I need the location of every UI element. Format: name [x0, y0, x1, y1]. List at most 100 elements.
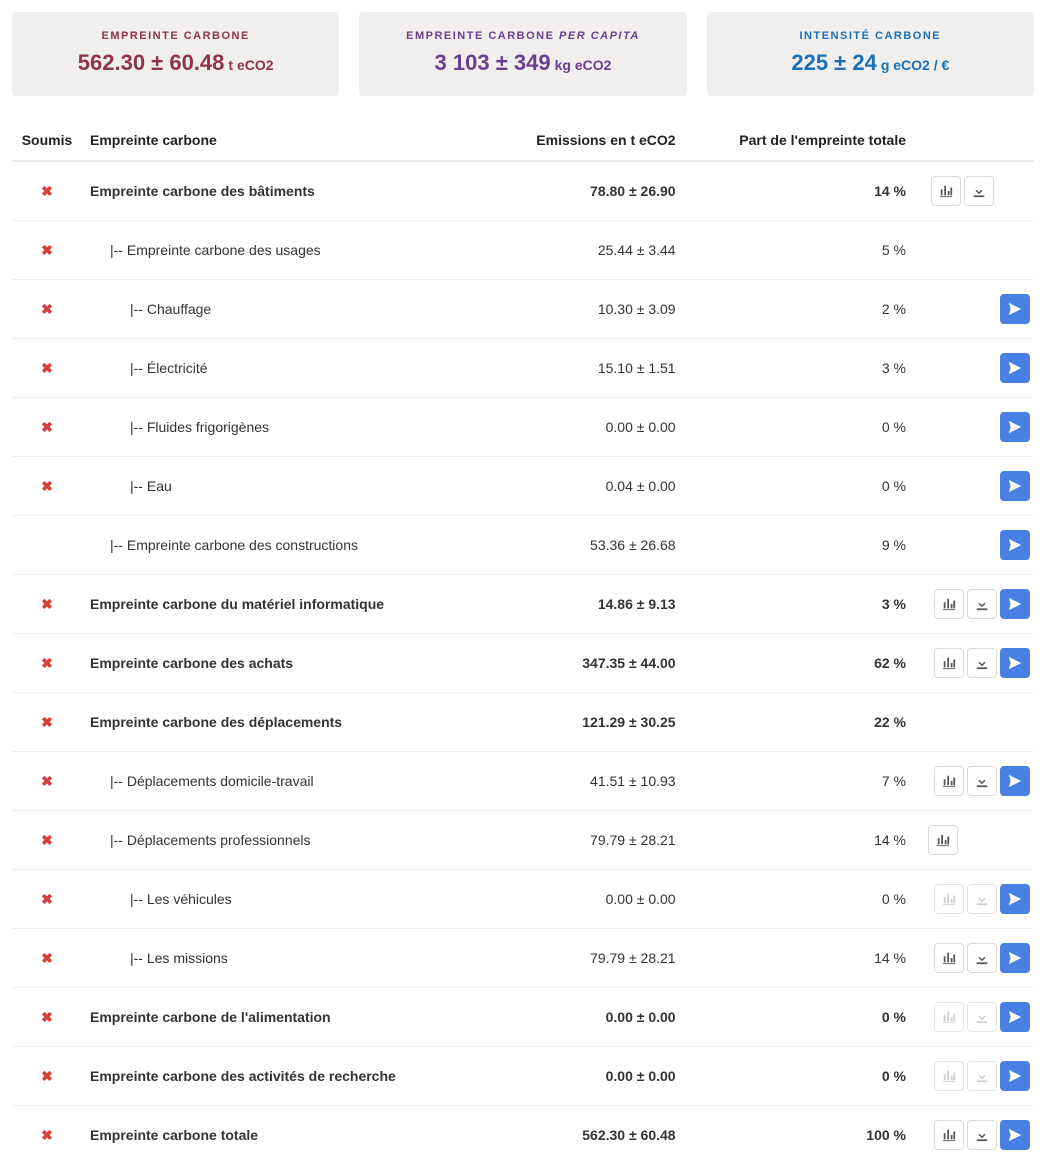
send-button[interactable] [1000, 1120, 1030, 1150]
send-button[interactable] [1000, 471, 1030, 501]
download-button [967, 884, 997, 914]
cell-part: 14 % [684, 161, 914, 221]
carbon-table: Soumis Empreinte carbone Emissions en t … [12, 120, 1034, 1164]
chart-button[interactable] [934, 943, 964, 973]
cell-actions [914, 280, 1034, 339]
cell-soumis: ✖ [12, 929, 82, 988]
send-button[interactable] [1000, 294, 1030, 324]
x-icon: ✖ [41, 478, 53, 494]
send-button[interactable] [1000, 648, 1030, 678]
cell-actions [914, 870, 1034, 929]
table-row: ✖ |-- Les véhicules 0.00 ± 0.000 % [12, 870, 1034, 929]
summary-card: EMPREINTE CARBONE 562.30 ± 60.48t eCO2 [12, 12, 339, 96]
card-title-text: EMPREINTE CARBONE [101, 30, 249, 42]
cell-label: Empreinte carbone des activités de reche… [82, 1047, 488, 1106]
row-label: |-- Les véhicules [90, 891, 232, 907]
card-title-text: EMPREINTE CARBONE [406, 30, 559, 42]
card-unit: t eCO2 [228, 57, 273, 73]
col-header-part: Part de l'empreinte totale [684, 120, 914, 161]
cell-label: Empreinte carbone totale [82, 1106, 488, 1165]
card-title: INTENSITÉ CARBONE [719, 30, 1022, 42]
summary-card: EMPREINTE CARBONE PER CAPITA3 103 ± 349k… [359, 12, 686, 96]
chart-button[interactable] [934, 589, 964, 619]
cell-emissions: 0.00 ± 0.00 [488, 988, 684, 1047]
send-button[interactable] [1000, 1061, 1030, 1091]
card-value: 562.30 ± 60.48 [78, 50, 225, 75]
cell-emissions: 0.04 ± 0.00 [488, 457, 684, 516]
cell-emissions: 79.79 ± 28.21 [488, 929, 684, 988]
cell-actions [914, 457, 1034, 516]
cell-label: |-- Chauffage [82, 280, 488, 339]
cell-actions [914, 634, 1034, 693]
card-title-text: INTENSITÉ CARBONE [800, 30, 942, 42]
cell-emissions: 15.10 ± 1.51 [488, 339, 684, 398]
cell-soumis: ✖ [12, 870, 82, 929]
cell-label: Empreinte carbone de l'alimentation [82, 988, 488, 1047]
cell-actions [914, 988, 1034, 1047]
cell-emissions: 121.29 ± 30.25 [488, 693, 684, 752]
chart-button[interactable] [928, 825, 958, 855]
send-button[interactable] [1000, 943, 1030, 973]
table-row: ✖Empreinte carbone des achats347.35 ± 44… [12, 634, 1034, 693]
table-row: ✖|-- Les missions79.79 ± 28.2114 % [12, 929, 1034, 988]
download-button[interactable] [967, 766, 997, 796]
summary-card: INTENSITÉ CARBONE 225 ± 24g eCO2 / € [707, 12, 1034, 96]
send-button[interactable] [1000, 589, 1030, 619]
chart-button[interactable] [934, 766, 964, 796]
download-button[interactable] [967, 589, 997, 619]
table-row: ✖Empreinte carbone des bâtiments78.80 ± … [12, 161, 1034, 221]
cell-label: Empreinte carbone des déplacements [82, 693, 488, 752]
x-icon: ✖ [41, 1009, 53, 1025]
cell-label: |-- Eau [82, 457, 488, 516]
chart-button[interactable] [934, 648, 964, 678]
cell-part: 0 % [684, 870, 914, 929]
send-button[interactable] [1000, 884, 1030, 914]
send-button[interactable] [1000, 412, 1030, 442]
send-button[interactable] [1000, 766, 1030, 796]
card-title: EMPREINTE CARBONE [24, 30, 327, 42]
cell-actions [914, 752, 1034, 811]
table-row: ✖ Empreinte carbone de l'alimentation0.00… [12, 988, 1034, 1047]
cell-label: |-- Électricité [82, 339, 488, 398]
download-button[interactable] [967, 943, 997, 973]
card-value: 3 103 ± 349 [435, 50, 551, 75]
cell-actions [914, 929, 1034, 988]
cell-emissions: 0.00 ± 0.00 [488, 398, 684, 457]
cell-soumis: ✖ [12, 339, 82, 398]
download-button[interactable] [967, 1120, 997, 1150]
cell-label: |-- Les véhicules [82, 870, 488, 929]
cell-soumis: ✖ [12, 457, 82, 516]
cell-actions [914, 398, 1034, 457]
cell-soumis: ✖ [12, 398, 82, 457]
x-icon: ✖ [41, 832, 53, 848]
send-button[interactable] [1000, 530, 1030, 560]
cell-label: |-- Les missions [82, 929, 488, 988]
cell-soumis: ✖ [12, 1106, 82, 1165]
card-value-line: 225 ± 24g eCO2 / € [719, 50, 1022, 76]
cell-part: 3 % [684, 339, 914, 398]
cell-actions [914, 339, 1034, 398]
cell-soumis: ✖ [12, 161, 82, 221]
cell-soumis: ✖ [12, 693, 82, 752]
cell-part: 7 % [684, 752, 914, 811]
cell-soumis: ✖ [12, 752, 82, 811]
cell-actions [914, 221, 1034, 280]
x-icon: ✖ [41, 891, 53, 907]
card-unit: kg eCO2 [555, 57, 612, 73]
cell-part: 0 % [684, 398, 914, 457]
cell-soumis: ✖ [12, 280, 82, 339]
chart-button[interactable] [931, 176, 961, 206]
row-label: |-- Déplacements professionnels [90, 832, 311, 848]
send-button[interactable] [1000, 1002, 1030, 1032]
download-button[interactable] [967, 648, 997, 678]
cell-emissions: 0.00 ± 0.00 [488, 870, 684, 929]
cell-part: 9 % [684, 516, 914, 575]
cell-label: Empreinte carbone du matériel informatiq… [82, 575, 488, 634]
row-label: Empreinte carbone des déplacements [90, 714, 342, 730]
cell-soumis: ✖ [12, 811, 82, 870]
download-button[interactable] [964, 176, 994, 206]
chart-button[interactable] [934, 1120, 964, 1150]
cell-actions [914, 693, 1034, 752]
table-row: ✖Empreinte carbone des activités de rech… [12, 1047, 1034, 1106]
send-button[interactable] [1000, 353, 1030, 383]
